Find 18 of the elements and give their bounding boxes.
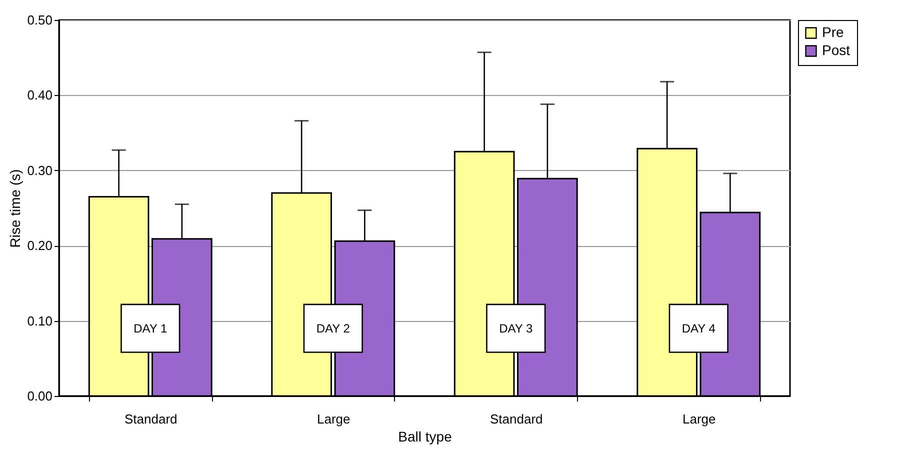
y-axis-title: Rise time (s) [7, 169, 24, 248]
x-axis-title: Ball type [398, 428, 452, 444]
y-tick-label: 0.50 [27, 12, 52, 28]
x-tick-label: Standard [490, 412, 543, 426]
x-tick-label: Large [682, 412, 716, 426]
y-tick-label: 0.40 [27, 88, 52, 103]
annotation: DAY 1 [134, 321, 168, 336]
legend-label: Post [822, 42, 850, 58]
annotation: DAY 4 [682, 321, 716, 336]
y-tick-label: 0.00 [27, 388, 52, 404]
x-tick-label: Standard [124, 412, 178, 426]
y-tick-label: 0.30 [27, 162, 52, 178]
y-tick-label: 0.20 [27, 238, 52, 254]
x-tick-label: Large [317, 412, 350, 426]
legend-label: Pre [822, 24, 844, 40]
annotation: DAY 2 [316, 321, 350, 336]
annotation: DAY 3 [499, 321, 533, 336]
y-tick-label: 0.10 [27, 313, 52, 328]
